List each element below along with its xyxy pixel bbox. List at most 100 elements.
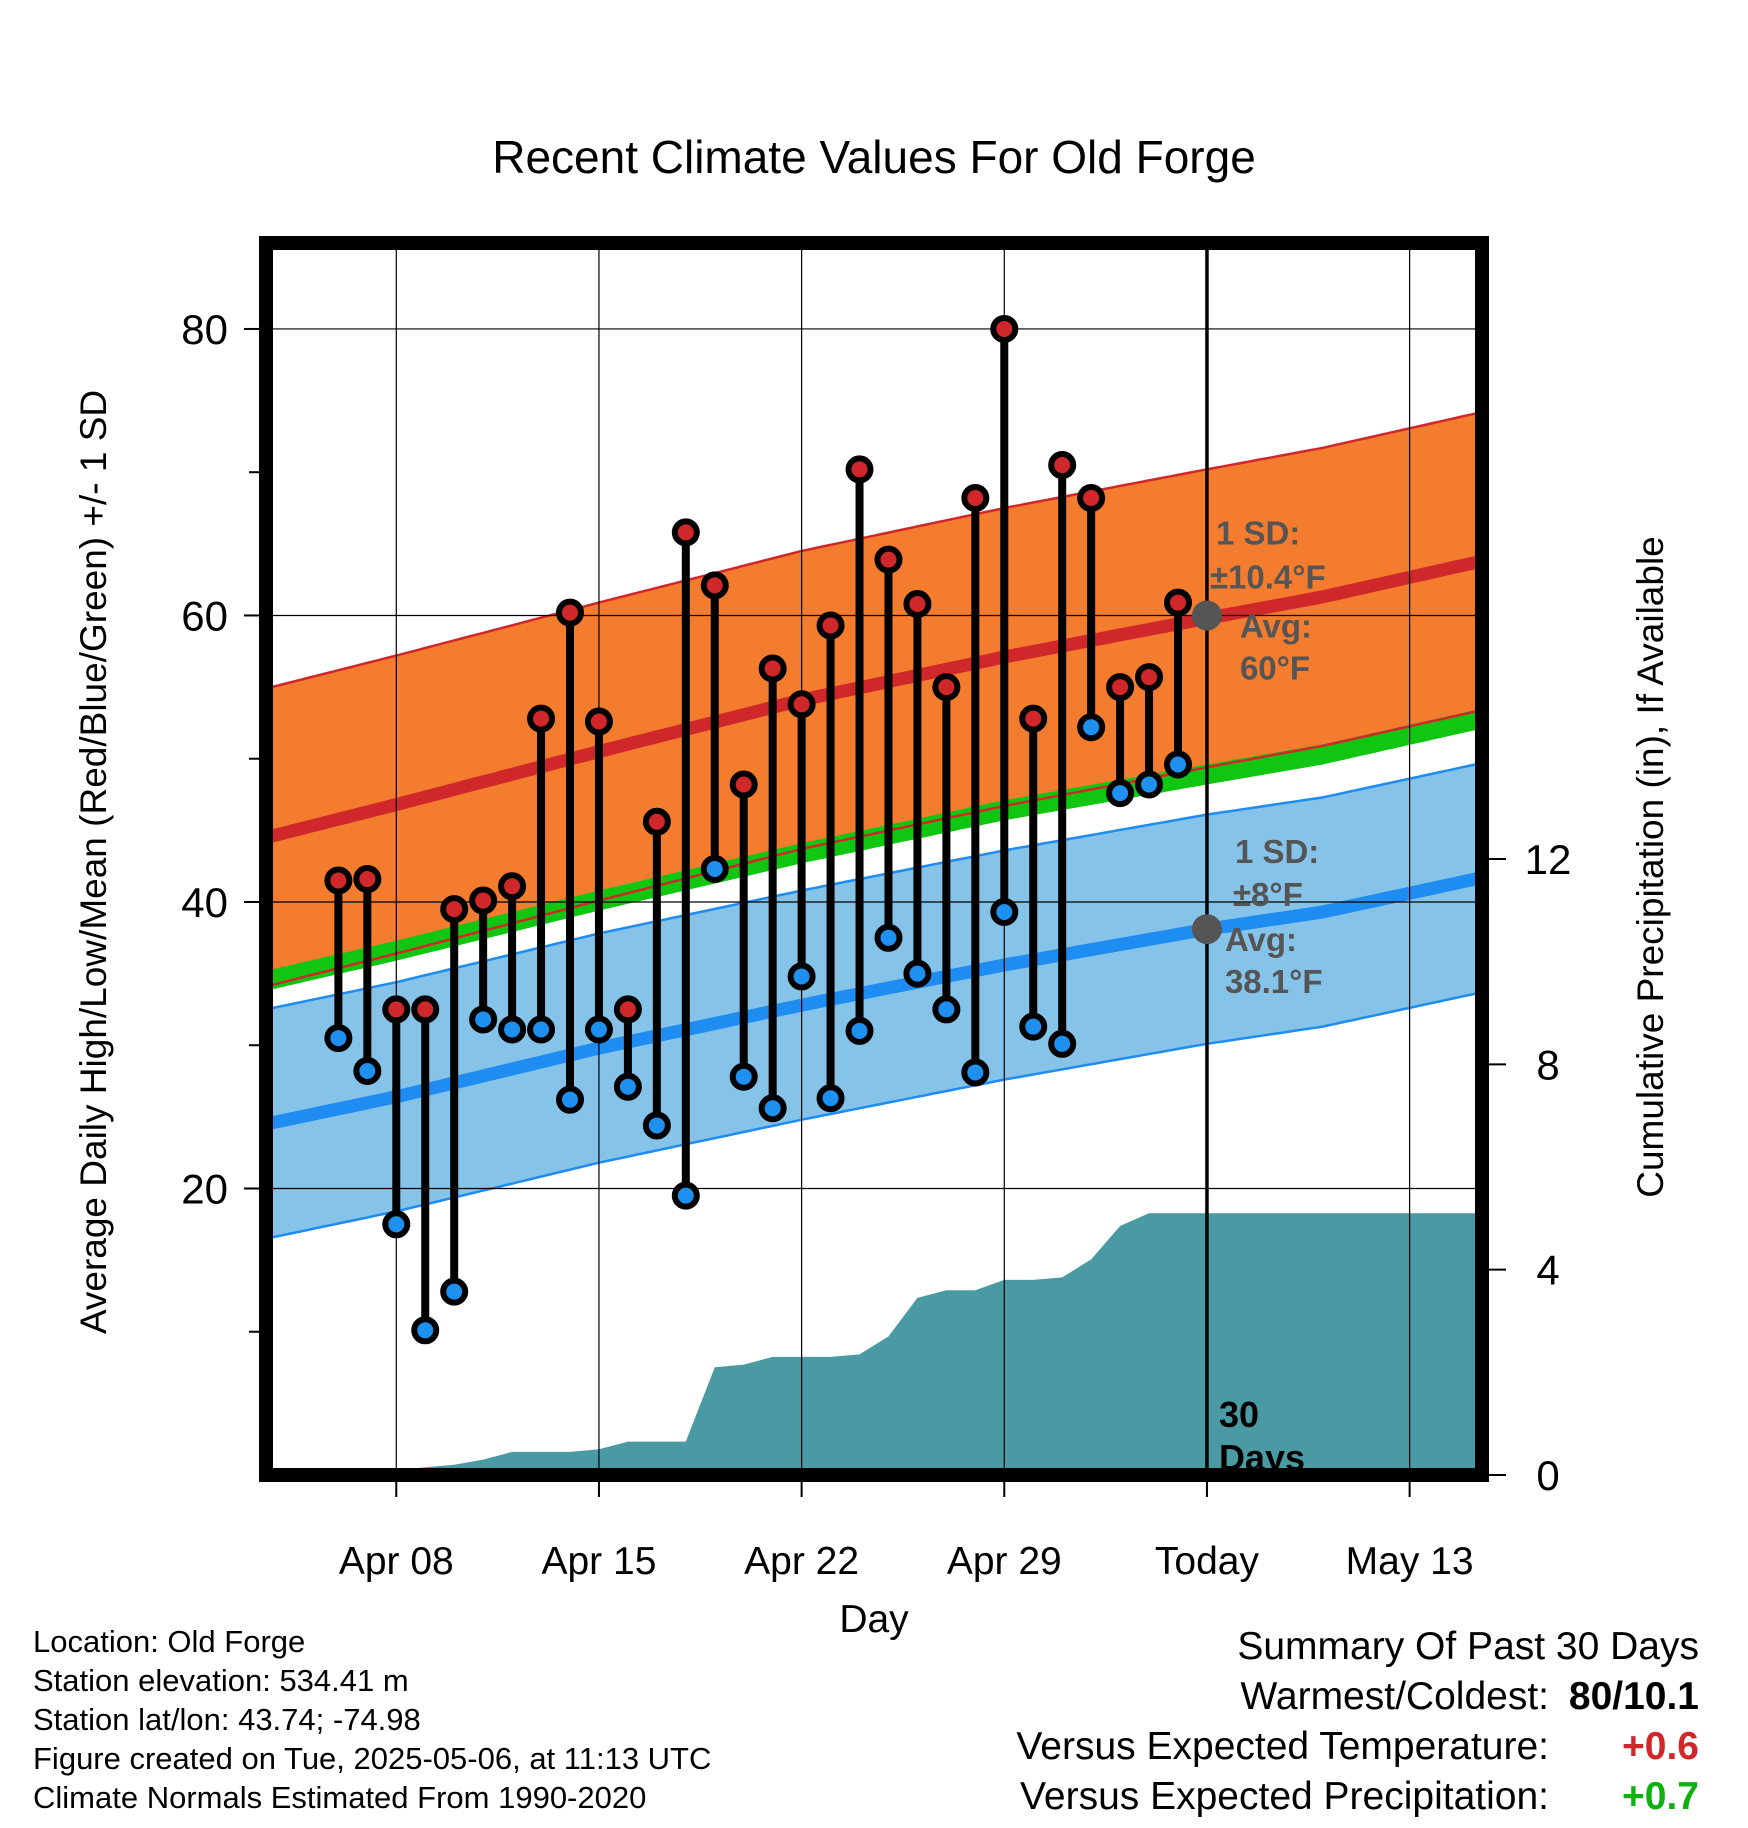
daily-high-point (700, 571, 729, 600)
low-sd-label: 1 SD: (1235, 833, 1319, 870)
y-axis-label: Average Daily High/Low/Mean (Red/Blue/Gr… (73, 390, 114, 1334)
chart-title: Recent Climate Values For Old Forge (492, 131, 1256, 183)
warmest-label: Warmest/Coldest: (1240, 1675, 1549, 1718)
daily-low-point (556, 1085, 584, 1114)
x-tick-label: May 13 (1346, 1540, 1474, 1583)
daily-low-point (642, 1111, 671, 1140)
daily-low-point (758, 1094, 787, 1123)
daily-low-point (1019, 1012, 1048, 1041)
daily-high-point (1106, 673, 1135, 702)
daily-high-point (932, 673, 961, 702)
summary-temp-row: Versus Expected Temperature: +0.6 (1016, 1722, 1699, 1772)
y2-tick-label: 4 (1536, 1247, 1559, 1294)
daily-low-point (729, 1062, 758, 1091)
daily-low-point (671, 1181, 700, 1210)
daily-high-point (498, 872, 527, 901)
y2-tick-label: 12 (1525, 836, 1572, 883)
daily-low-point (1077, 713, 1106, 742)
daily-high-point (845, 455, 874, 484)
summary-precip-row: Versus Expected Precipitation: +0.7 (1016, 1772, 1699, 1822)
summary-title: Summary Of Past 30 Days (1237, 1625, 1699, 1668)
created-text: Figure created on Tue, 2025-05-06, at 11… (33, 1741, 712, 1776)
daily-series (324, 314, 1192, 1345)
today-days-number: 30 (1219, 1394, 1259, 1435)
y-tick-label: 60 (181, 592, 228, 639)
plot-area: 1 SD: ±10.4°F Avg: 60°F 1 SD: ±8°F Avg: 38.1°F 3… (181, 236, 1572, 1583)
daily-low-point (1164, 750, 1192, 779)
daily-high-point (787, 690, 816, 719)
daily-high-point (671, 518, 700, 547)
warmest-value: 80/10.1 (1568, 1675, 1699, 1718)
low-avg-value: 38.1°F (1225, 963, 1323, 1000)
daily-high-point (382, 995, 411, 1024)
daily-low-point (613, 1072, 642, 1101)
location-text: Location: Old Forge (33, 1624, 306, 1659)
y-tick-label: 80 (181, 306, 228, 353)
daily-high-point (874, 545, 903, 574)
daily-low-point (498, 1015, 527, 1044)
mean-band (266, 708, 1482, 991)
low-sd-upper-edge (266, 761, 1482, 1011)
daily-high-point (324, 866, 353, 895)
daily-low-point (990, 898, 1019, 927)
latlon-text: Station lat/lon: 43.74; -74.98 (33, 1702, 421, 1737)
avg-high-marker (1191, 600, 1222, 631)
x-tick-label: Apr 08 (339, 1540, 454, 1583)
high-avg-label: Avg: (1240, 607, 1312, 644)
y2-tick-label: 0 (1536, 1452, 1559, 1499)
daily-high-point (584, 707, 613, 736)
station-info: Location: Old Forge Station elevation: 5… (33, 1622, 711, 1817)
summary-warmest-row: Warmest/Coldest: 80/10.1 (1016, 1672, 1699, 1722)
daily-low-point (700, 855, 729, 884)
daily-low-point (874, 923, 903, 952)
daily-low-point (1135, 770, 1164, 799)
daily-low-point (440, 1277, 469, 1306)
daily-low-point (787, 962, 816, 991)
daily-high-point (990, 314, 1019, 343)
mean-low-line (266, 871, 1482, 1131)
precip-value: +0.7 (1622, 1775, 1699, 1818)
daily-high-point (1077, 483, 1106, 512)
daily-high-point (903, 590, 932, 619)
y-tick-label: 40 (181, 879, 228, 926)
daily-low-point (845, 1016, 874, 1045)
x-tick-label: Apr 22 (744, 1540, 859, 1583)
daily-low-point (961, 1058, 990, 1087)
daily-low-point (1106, 779, 1135, 808)
daily-high-point (556, 598, 584, 627)
daily-low-point (411, 1316, 440, 1345)
high-sd-lower-edge (266, 708, 1482, 988)
daily-high-point (1135, 663, 1164, 692)
daily-high-point (411, 995, 440, 1024)
daily-high-point (440, 895, 469, 924)
daily-low-point (353, 1057, 382, 1086)
mean-high-line (266, 554, 1482, 844)
avg-low-marker (1191, 914, 1222, 945)
daily-high-point (469, 886, 498, 915)
daily-high-point (613, 995, 642, 1024)
daily-high-point (758, 654, 787, 683)
plot-frame (259, 236, 1489, 1482)
high-avg-value: 60°F (1240, 649, 1310, 686)
daily-high-point (1164, 588, 1192, 617)
daily-low-point (469, 1005, 498, 1034)
daily-low-point (527, 1015, 556, 1044)
x-tick-label: Apr 29 (947, 1540, 1062, 1583)
daily-low-point (816, 1084, 845, 1113)
daily-high-point (642, 807, 671, 836)
daily-low-point (584, 1015, 613, 1044)
annotations: 1 SD: ±10.4°F Avg: 60°F 1 SD: ±8°F Avg: 38.1°F 3… (1210, 514, 1326, 1475)
temp-value: +0.6 (1622, 1725, 1699, 1768)
plot-contents: 1 SD: ±10.4°F Avg: 60°F 1 SD: ±8°F Avg: 38.1°F 3… (266, 243, 1482, 1475)
y2-axis-label: Cumulative Precipitation (in), If Availa… (1630, 536, 1671, 1198)
daily-low-point (382, 1210, 411, 1239)
low-sd-band (266, 763, 1482, 1239)
x-axis-label: Day (839, 1598, 909, 1641)
precipitation-area (266, 1213, 1482, 1475)
x-tick-label: Today (1155, 1540, 1260, 1583)
x-tick-label: Apr 15 (541, 1540, 656, 1583)
low-avg-label: Avg: (1225, 921, 1297, 958)
daily-low-point (932, 995, 961, 1024)
high-sd-upper-edge (266, 410, 1482, 690)
